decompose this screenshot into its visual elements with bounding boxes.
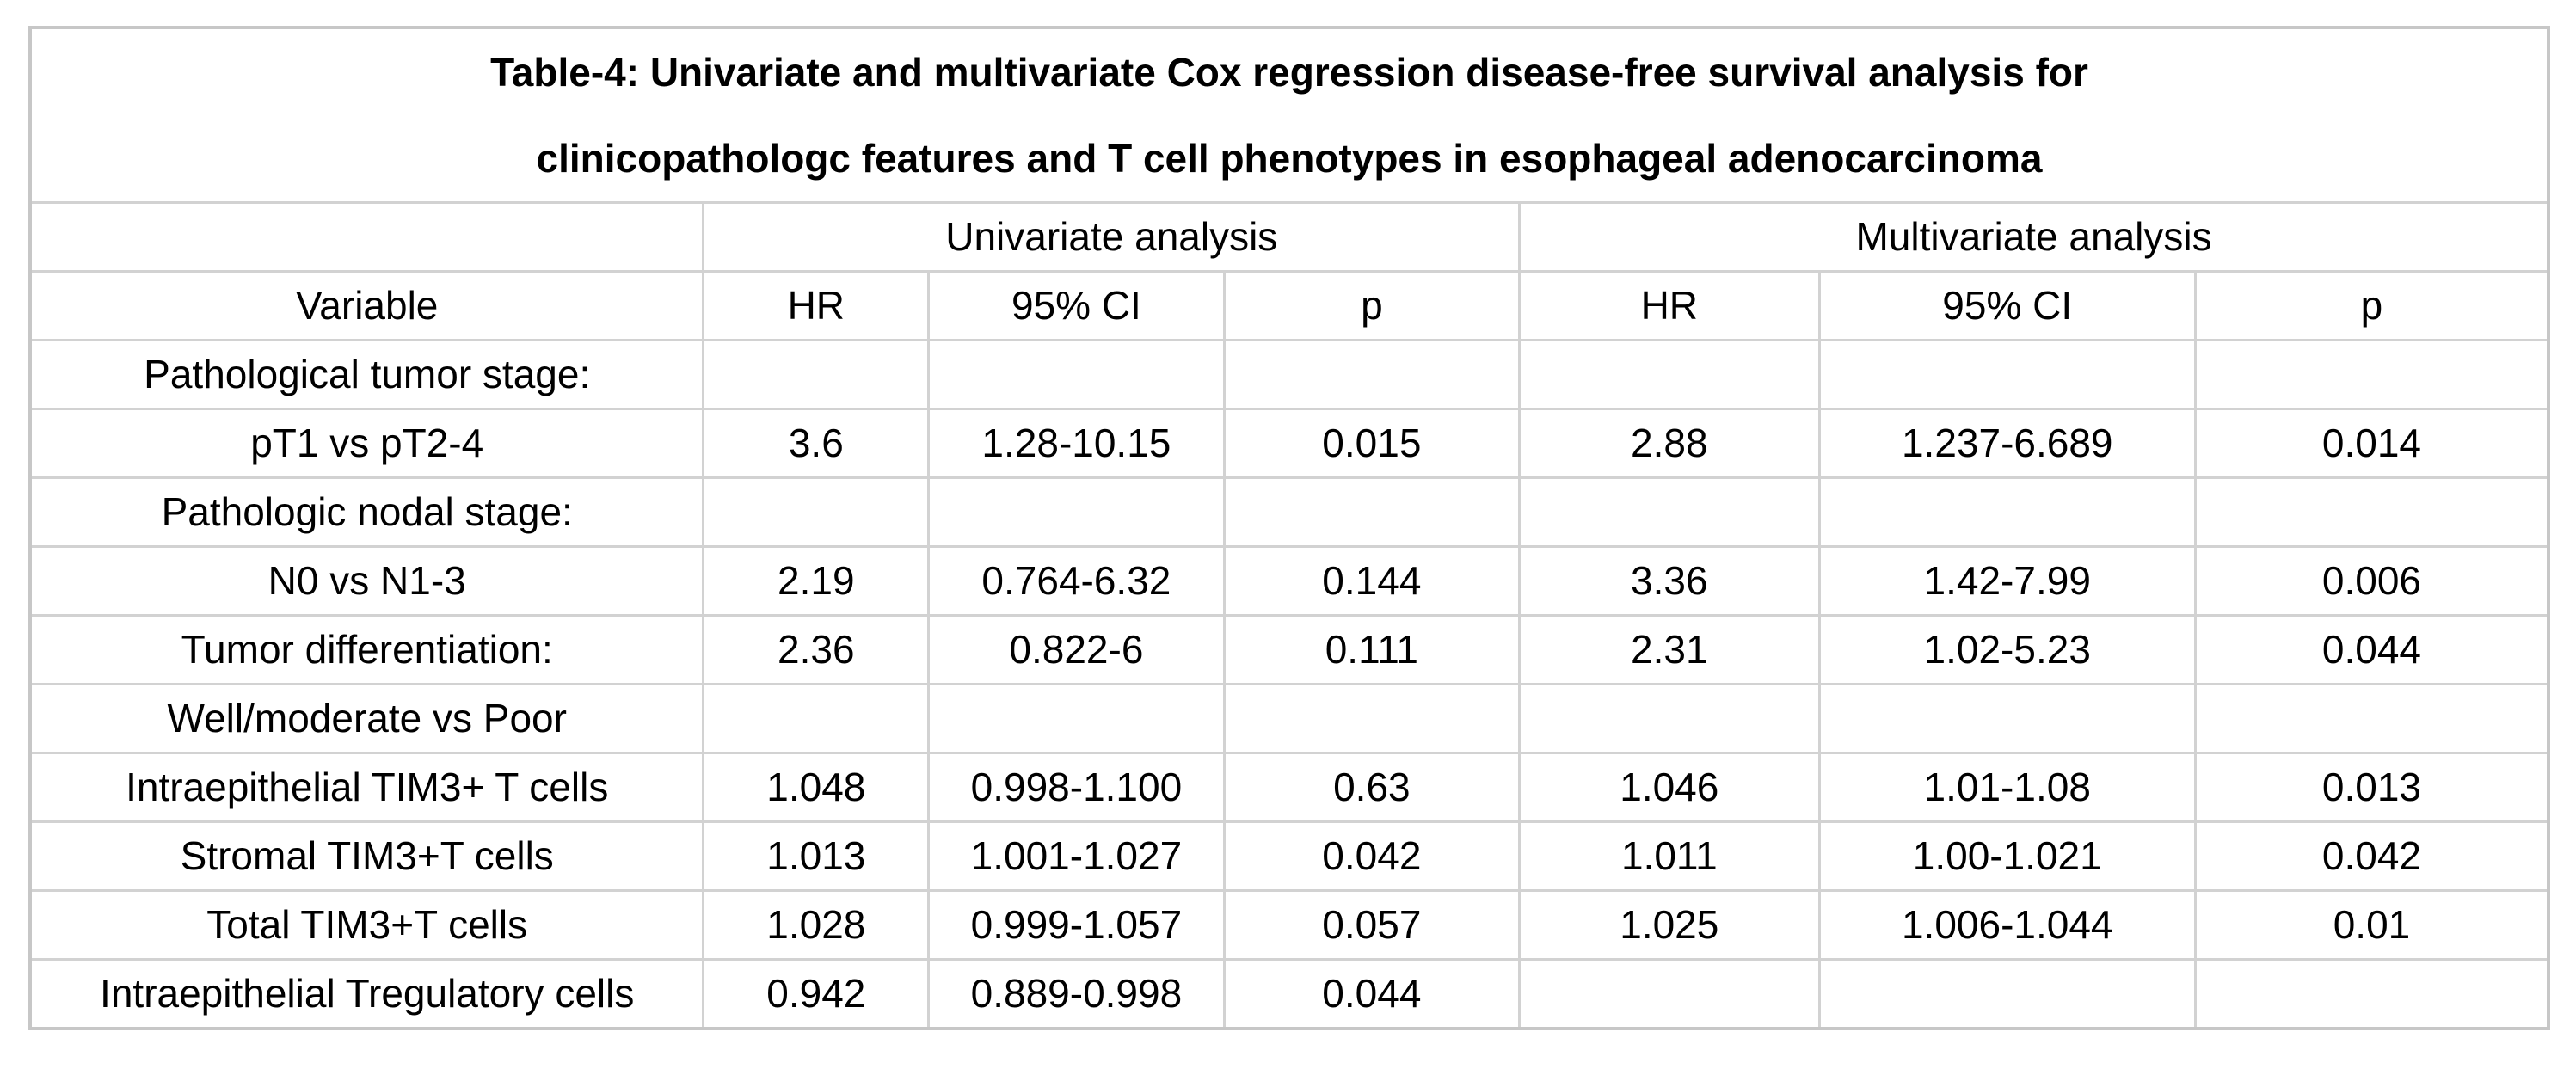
- multivariate-hr-cell: [1518, 476, 1821, 548]
- univariate-ci-cell: 1.001-1.027: [927, 820, 1226, 892]
- multivariate-ci-cell: [1817, 683, 2197, 754]
- multivariate-p-cell: [2193, 958, 2550, 1030]
- univariate-hr-cell: 1.028: [702, 889, 931, 961]
- multivariate-hr-cell: 1.046: [1518, 752, 1821, 823]
- univariate-hr-cell: 1.013: [702, 820, 931, 892]
- univariate-p-cell: [1222, 683, 1522, 754]
- multivariate-ci-header: 95% CI: [1817, 270, 2197, 341]
- multivariate-analysis-header: Multivariate analysis: [1518, 201, 2551, 273]
- row-label: Intraepithelial TIM3+ T cells: [28, 752, 705, 823]
- univariate-hr-cell: [702, 476, 931, 548]
- univariate-hr-cell: 0.942: [702, 958, 931, 1030]
- univariate-analysis-header: Univariate analysis: [702, 201, 1522, 273]
- univariate-p-cell: 0.111: [1222, 614, 1522, 685]
- table-row: Stromal TIM3+T cells 1.013 1.001-1.027 0…: [28, 820, 2550, 892]
- multivariate-ci-cell: 1.01-1.08: [1817, 752, 2197, 823]
- multivariate-hr-cell: [1518, 683, 1821, 754]
- multivariate-p-header: p: [2193, 270, 2550, 341]
- multivariate-hr-cell: 3.36: [1518, 545, 1821, 617]
- table-title: Table-4: Univariate and multivariate Cox…: [28, 26, 2550, 204]
- row-label: Stromal TIM3+T cells: [28, 820, 705, 892]
- row-label: Pathologic nodal stage:: [28, 476, 705, 548]
- multivariate-ci-cell: 1.02-5.23: [1817, 614, 2197, 685]
- table-row: N0 vs N1-3 2.19 0.764-6.32 0.144 3.36 1.…: [28, 545, 2550, 617]
- univariate-p-header: p: [1222, 270, 1522, 341]
- univariate-p-cell: [1222, 476, 1522, 548]
- univariate-ci-cell: 0.764-6.32: [927, 545, 1226, 617]
- row-label: Total TIM3+T cells: [28, 889, 705, 961]
- univariate-p-cell: [1222, 339, 1522, 410]
- row-label: Tumor differentiation:: [28, 614, 705, 685]
- row-label: Pathological tumor stage:: [28, 339, 705, 410]
- multivariate-ci-cell: 1.42-7.99: [1817, 545, 2197, 617]
- variable-column-header: Variable: [28, 270, 705, 341]
- row-label: N0 vs N1-3: [28, 545, 705, 617]
- multivariate-hr-cell: 1.025: [1518, 889, 1821, 961]
- group-header-spacer: [28, 201, 705, 273]
- univariate-ci-cell: 1.28-10.15: [927, 408, 1226, 479]
- univariate-hr-header: HR: [702, 270, 931, 341]
- univariate-ci-cell: [927, 339, 1226, 410]
- univariate-p-cell: 0.042: [1222, 820, 1522, 892]
- multivariate-p-cell: 0.006: [2193, 545, 2550, 617]
- multivariate-p-cell: 0.01: [2193, 889, 2550, 961]
- univariate-p-cell: 0.044: [1222, 958, 1522, 1030]
- univariate-ci-cell: 0.822-6: [927, 614, 1226, 685]
- univariate-ci-cell: 0.889-0.998: [927, 958, 1226, 1030]
- univariate-p-cell: 0.63: [1222, 752, 1522, 823]
- multivariate-ci-cell: 1.237-6.689: [1817, 408, 2197, 479]
- univariate-ci-cell: 0.998-1.100: [927, 752, 1226, 823]
- group-header-row: Univariate analysis Multivariate analysi…: [28, 201, 2551, 273]
- table-row: Intraepithelial Tregulatory cells 0.942 …: [28, 958, 2550, 1030]
- row-label: Intraepithelial Tregulatory cells: [28, 958, 705, 1030]
- multivariate-p-cell: 0.044: [2193, 614, 2550, 685]
- table-container: Table-4: Univariate and multivariate Cox…: [28, 26, 2551, 1030]
- univariate-ci-header: 95% CI: [927, 270, 1226, 341]
- column-header-row: Variable HR 95% CI p HR 95% CI p: [28, 270, 2550, 341]
- table-title-line1: Table-4: Univariate and multivariate Cox…: [490, 50, 2088, 95]
- multivariate-hr-cell: [1518, 958, 1821, 1030]
- multivariate-hr-cell: 2.88: [1518, 408, 1821, 479]
- univariate-ci-cell: [927, 476, 1226, 548]
- cox-regression-table: Table-4: Univariate and multivariate Cox…: [28, 26, 2551, 1030]
- table-title-line2: clinicopathologc features and T cell phe…: [536, 136, 2043, 181]
- multivariate-ci-cell: [1817, 476, 2197, 548]
- univariate-ci-cell: 0.999-1.057: [927, 889, 1226, 961]
- univariate-hr-cell: [702, 683, 931, 754]
- univariate-hr-cell: 2.36: [702, 614, 931, 685]
- multivariate-hr-cell: [1518, 339, 1821, 410]
- multivariate-ci-cell: [1817, 339, 2197, 410]
- univariate-hr-cell: [702, 339, 931, 410]
- table-row: Pathologic nodal stage:: [28, 476, 2550, 548]
- univariate-hr-cell: 2.19: [702, 545, 931, 617]
- table-row: pT1 vs pT2-4 3.6 1.28-10.15 0.015 2.88 1…: [28, 408, 2550, 479]
- multivariate-ci-cell: [1817, 958, 2197, 1030]
- multivariate-hr-header: HR: [1518, 270, 1821, 341]
- multivariate-ci-cell: 1.006-1.044: [1817, 889, 2197, 961]
- univariate-hr-cell: 3.6: [702, 408, 931, 479]
- row-label: Well/moderate vs Poor: [28, 683, 705, 754]
- multivariate-hr-cell: 2.31: [1518, 614, 1821, 685]
- multivariate-p-cell: [2193, 476, 2550, 548]
- table-row: Total TIM3+T cells 1.028 0.999-1.057 0.0…: [28, 889, 2550, 961]
- multivariate-hr-cell: 1.011: [1518, 820, 1821, 892]
- multivariate-ci-cell: 1.00-1.021: [1817, 820, 2197, 892]
- table-row: Pathological tumor stage:: [28, 339, 2550, 410]
- table-row: Well/moderate vs Poor: [28, 683, 2550, 754]
- univariate-p-cell: 0.057: [1222, 889, 1522, 961]
- table-row: Tumor differentiation: 2.36 0.822-6 0.11…: [28, 614, 2550, 685]
- row-label: pT1 vs pT2-4: [28, 408, 705, 479]
- title-row: Table-4: Univariate and multivariate Cox…: [28, 26, 2550, 204]
- univariate-p-cell: 0.015: [1222, 408, 1522, 479]
- univariate-ci-cell: [927, 683, 1226, 754]
- table-row: Intraepithelial TIM3+ T cells 1.048 0.99…: [28, 752, 2550, 823]
- univariate-p-cell: 0.144: [1222, 545, 1522, 617]
- multivariate-p-cell: [2193, 683, 2550, 754]
- multivariate-p-cell: 0.013: [2193, 752, 2550, 823]
- multivariate-p-cell: [2193, 339, 2550, 410]
- univariate-hr-cell: 1.048: [702, 752, 931, 823]
- multivariate-p-cell: 0.014: [2193, 408, 2550, 479]
- multivariate-p-cell: 0.042: [2193, 820, 2550, 892]
